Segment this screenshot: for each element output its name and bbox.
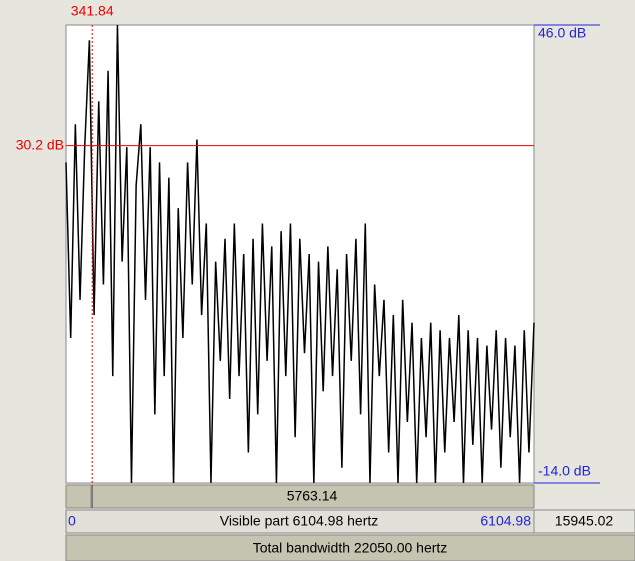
cursor-level-label: 30.2 dB [16, 136, 64, 152]
total-text: Total bandwidth 22050.00 hertz [253, 540, 448, 556]
visible-right: 6104.98 [480, 513, 531, 529]
top-db-label: 46.0 dB [538, 25, 586, 41]
spectrum-line [65, 24, 535, 484]
bar-total[interactable] [65, 534, 635, 561]
cursor-right-label: 5763.14 [287, 488, 338, 504]
bottom-db-label: -14.0 dB [538, 463, 591, 479]
bar-left-segment[interactable] [65, 484, 92, 509]
bar-cursor-right[interactable] [90, 484, 535, 509]
bar-hidden-right[interactable] [533, 509, 635, 534]
visible-left: 0 [68, 513, 76, 529]
hidden-right: 15945.02 [555, 513, 614, 529]
visible-text: Visible part 6104.98 hertz [220, 513, 379, 529]
cursor-frequency-label: 341.84 [71, 3, 114, 19]
